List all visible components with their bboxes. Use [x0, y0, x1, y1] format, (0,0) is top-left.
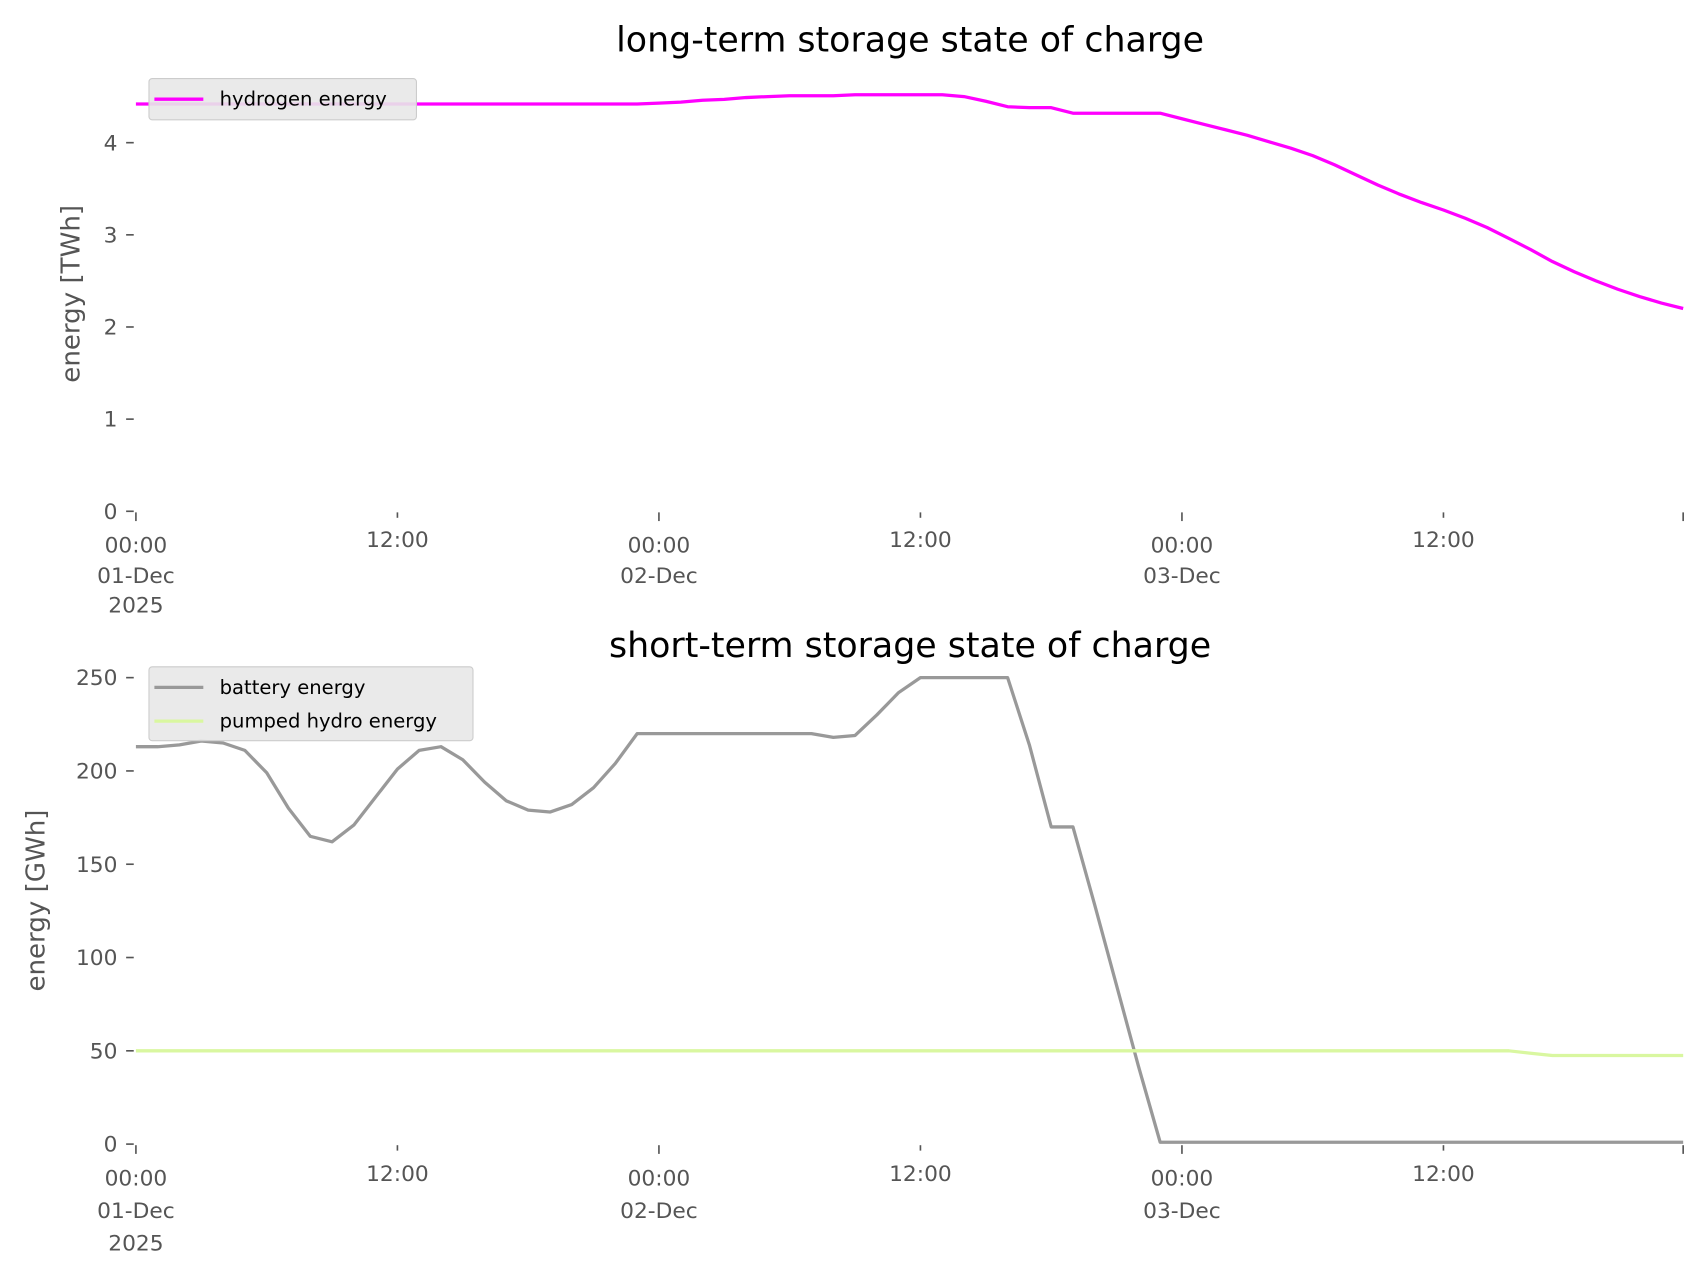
- y-axis-label: energy [GWh]: [22, 810, 52, 992]
- legend-label: pumped hydro energy: [220, 710, 437, 733]
- y-tick-label: 4: [104, 131, 118, 156]
- x-tick-label: 00:00: [105, 1166, 168, 1191]
- x-tick-label: 12:00: [1412, 528, 1475, 553]
- x-tick-label: 00:00: [105, 534, 168, 559]
- x-tick-label: 02-Dec: [620, 1199, 698, 1224]
- y-axis-label: energy [TWh]: [56, 205, 86, 383]
- legend-box: [148, 666, 474, 742]
- y-tick-label: 0: [104, 1133, 118, 1158]
- series-line-battery-energy: [135, 676, 1684, 1144]
- x-tick-label: 00:00: [628, 534, 691, 559]
- x-tick-label: 2025: [108, 593, 163, 618]
- short-term-storage-panel: short-term storage state of charge energ…: [22, 626, 1684, 1257]
- long-term-storage-panel: long-term storage state of charge energy…: [56, 20, 1684, 618]
- legend-box: [148, 77, 417, 121]
- x-tick-label: 03-Dec: [1143, 564, 1221, 589]
- x-tick-label: 01-Dec: [97, 1199, 175, 1224]
- legend: battery energy pumped hydro energy: [148, 666, 474, 742]
- y-tick-label: 250: [76, 666, 117, 691]
- y-tick-label: 3: [104, 223, 118, 248]
- y-tick-label: 0: [104, 500, 118, 525]
- series-line-hydrogen-energy: [135, 93, 1684, 311]
- y-tick-label: 150: [76, 853, 117, 878]
- legend-label: hydrogen energy: [220, 88, 387, 111]
- x-tick-label: 01-Dec: [97, 564, 175, 589]
- x-tick-label: 12:00: [366, 1162, 429, 1187]
- y-tick-label: 50: [90, 1039, 118, 1064]
- x-tick-label: 00:00: [1151, 534, 1214, 559]
- x-tick-label: 12:00: [366, 528, 429, 553]
- legend-label: battery energy: [220, 676, 366, 699]
- x-tick-label: 00:00: [628, 1166, 691, 1191]
- x-tick-label: 00:00: [1151, 1166, 1214, 1191]
- y-tick-label: 2: [104, 316, 118, 341]
- y-tick-label: 100: [76, 946, 117, 971]
- x-tick-label: 2025: [108, 1232, 163, 1257]
- x-tick-label: 12:00: [889, 1162, 952, 1187]
- series-line-pumped-hydro-energy: [135, 1049, 1684, 1058]
- x-tick-label: 03-Dec: [1143, 1199, 1221, 1224]
- legend: hydrogen energy: [148, 77, 417, 121]
- chart-title: short-term storage state of charge: [609, 626, 1211, 666]
- x-tick-label: 12:00: [1412, 1162, 1475, 1187]
- y-tick-label: 1: [104, 408, 118, 433]
- x-tick-label: 02-Dec: [620, 564, 698, 589]
- chart-title: long-term storage state of charge: [616, 20, 1204, 60]
- y-tick-label: 200: [76, 760, 117, 785]
- x-tick-label: 12:00: [889, 528, 952, 553]
